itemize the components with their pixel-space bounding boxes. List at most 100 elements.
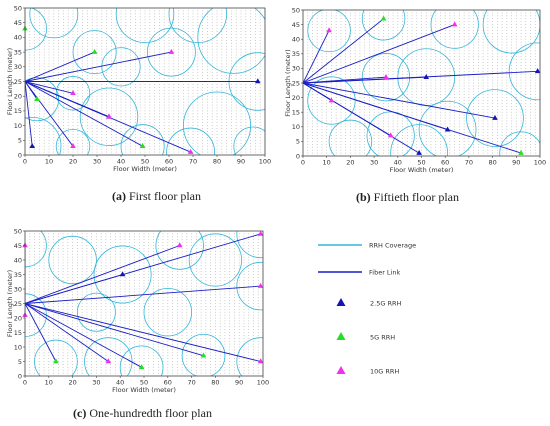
rrh-5g-marker — [518, 149, 524, 155]
y-tick-label: 10 — [14, 122, 22, 130]
x-tick-label: 70 — [465, 159, 473, 167]
coverage-circle — [55, 128, 91, 155]
coverage-circle — [25, 231, 47, 268]
coverage-circle — [236, 337, 263, 376]
coverage-circle — [34, 339, 78, 376]
y-tick-label: 15 — [14, 107, 22, 115]
caption-b: (b) Fiftieth floor plan — [356, 190, 459, 204]
rrh-5g-marker — [200, 352, 207, 358]
x-tick-label: 40 — [116, 379, 124, 387]
x-tick-label: 100 — [259, 158, 271, 166]
plot-content — [25, 231, 263, 376]
rrh-10g-marker — [70, 142, 76, 148]
x-tick-label: 30 — [93, 158, 101, 166]
legend-5g-label: 5G RRH — [370, 334, 395, 342]
x-tick-label: 0 — [301, 159, 305, 167]
x-tick-label: 80 — [213, 158, 221, 166]
legend-fiber-label: Fiber Link — [369, 269, 400, 277]
y-tick-label: 40 — [292, 36, 300, 44]
y-tick-label: 30 — [292, 65, 300, 73]
x-tick-label: 40 — [117, 158, 125, 166]
y-tick-label: 25 — [292, 79, 300, 87]
y-tick-label: 35 — [14, 48, 22, 56]
y-tick-label: 30 — [14, 63, 22, 71]
y-tick-label: 45 — [292, 21, 300, 29]
coverage-circle — [183, 91, 251, 155]
fiber-link — [25, 303, 261, 362]
y-axis-label: Floor Length (meter) — [284, 49, 292, 116]
fiber-link — [303, 18, 384, 84]
coverage-circle — [146, 27, 196, 77]
y-tick-label: 30 — [14, 285, 22, 293]
y-tick-label: 45 — [14, 242, 22, 250]
y-tick-label: 0 — [18, 372, 22, 380]
coverage-circle — [307, 10, 351, 53]
legend-coverage-label: RRH Coverage — [369, 242, 416, 250]
x-tick-label: 70 — [187, 379, 195, 387]
coverage-circle — [188, 233, 242, 287]
grid-dots — [303, 10, 540, 156]
y-tick-label: 40 — [14, 34, 22, 42]
coverage-circle — [84, 337, 133, 376]
y-tick-label: 50 — [292, 6, 300, 14]
coverage-circle — [430, 10, 479, 49]
y-tick-label: 5 — [296, 138, 300, 146]
panel-one-hundredth-floor: 0 10 20 30 40 50 60 70 80 90 100 0 5 10 15 20 25 30 35 40 45… — [6, 227, 269, 394]
legend: RRH Coverage Fiber Link 2.5G RRH 5G RRH … — [318, 242, 416, 376]
x-tick-label: 60 — [165, 158, 173, 166]
coverage-circle — [25, 116, 62, 155]
legend-2-5g-label: 2.5G RRH — [370, 300, 401, 308]
rrh-5g-marker — [91, 48, 98, 54]
fiber-link — [303, 24, 455, 84]
rrh-10g-marker — [387, 132, 394, 138]
rrh-5g-marker — [53, 358, 59, 364]
x-tick-label: 10 — [45, 158, 53, 166]
rrh-10g-marker — [70, 90, 76, 96]
coverage-circle — [466, 89, 524, 147]
coverage-circle — [29, 8, 79, 39]
x-tick-label: 80 — [488, 159, 496, 167]
fiber-link — [303, 82, 391, 136]
y-tick-label: 20 — [292, 94, 300, 102]
caption-a: (a) First floor plan — [112, 189, 201, 203]
coverage-circle — [418, 100, 477, 156]
coverage-circle — [236, 231, 263, 259]
fiber-link — [25, 233, 261, 304]
coverage-circle — [55, 76, 91, 111]
coverage-circle — [25, 77, 59, 122]
x-axis-label: Floor Width (meter) — [112, 386, 176, 394]
coverage-circle — [72, 30, 117, 75]
rrh-2-5g-marker — [423, 73, 430, 79]
coverage-circle — [79, 87, 139, 146]
fiber-link — [303, 70, 538, 84]
x-tick-label: 0 — [23, 379, 27, 387]
legend-2-5g-marker — [336, 298, 346, 306]
coverage-circle — [76, 292, 116, 332]
y-tick-label: 5 — [18, 358, 22, 366]
rrh-5g-marker — [138, 364, 145, 370]
panel-fiftieth-floor: 0 10 20 30 40 50 60 70 80 90 100 0 5 10 15 20 25 30 35 40 45… — [284, 6, 546, 174]
y-tick-label: 45 — [14, 19, 22, 27]
fiber-link — [303, 82, 522, 154]
fiber-link — [25, 51, 95, 82]
x-tick-label: 10 — [323, 159, 331, 167]
fiber-link — [25, 303, 142, 368]
y-tick-label: 5 — [18, 137, 22, 145]
rrh-10g-marker — [383, 73, 389, 79]
rrh-10g-marker — [257, 282, 264, 288]
y-tick-label: 10 — [292, 123, 300, 131]
y-tick-label: 20 — [14, 314, 22, 322]
x-tick-label: 20 — [69, 158, 77, 166]
y-tick-label: 35 — [14, 271, 22, 279]
rrh-2-5g-marker — [492, 114, 498, 120]
fiber-link — [25, 303, 204, 357]
y-tick-label: 25 — [14, 78, 22, 86]
fiber-link — [303, 82, 496, 119]
panel-first-floor: 0 10 20 30 40 50 60 70 80 90 100 0 5 10 15 20 25 30 35 40 45… — [6, 4, 271, 173]
coverage-circle — [328, 119, 373, 156]
fiber-link — [25, 285, 261, 304]
rrh-2-5g-marker — [119, 271, 126, 277]
rrh-10g-marker — [451, 21, 458, 27]
rrh-2-5g-marker — [444, 126, 451, 132]
